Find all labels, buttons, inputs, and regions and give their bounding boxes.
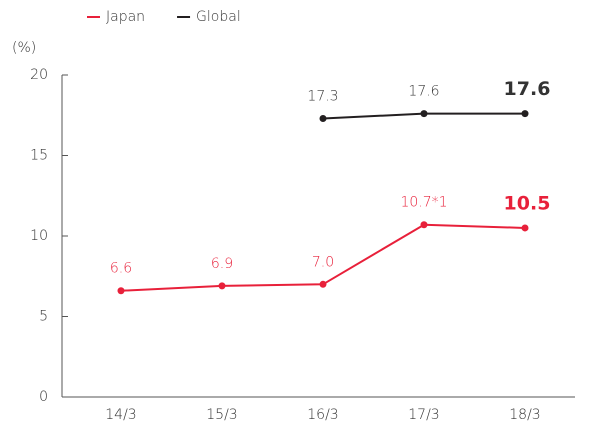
point (521, 110, 529, 118)
y-tick-label: 5 (39, 309, 48, 325)
data-label: 17.6 (408, 84, 439, 100)
point (218, 282, 226, 290)
point (117, 287, 125, 295)
data-label: 10.7*1 (400, 195, 447, 211)
x-tick-label: 15/3 (206, 407, 237, 423)
x-tick-label: 14/3 (105, 407, 136, 423)
data-label: 7.0 (312, 254, 334, 270)
point (319, 280, 327, 288)
x-tick-label: 18/3 (509, 407, 540, 423)
y-tick-label: 0 (39, 389, 48, 405)
point (420, 110, 428, 118)
point (521, 224, 529, 232)
data-label: 6.6 (110, 261, 132, 277)
x-tick-label: 16/3 (307, 407, 338, 423)
data-label: 10.5 (504, 192, 551, 214)
y-tick-label: 15 (30, 148, 48, 164)
data-label: 6.9 (211, 256, 233, 272)
point (319, 114, 327, 122)
data-label: 17.3 (307, 88, 338, 104)
legend-label: Japan (106, 9, 145, 25)
point (420, 221, 428, 229)
x-tick-label: 17/3 (408, 407, 439, 423)
data-label: 17.6 (504, 78, 551, 100)
y-tick-label: 20 (30, 67, 48, 83)
y-axis-label: (%) (12, 40, 36, 56)
legend-label: Global (196, 9, 241, 25)
y-tick-label: 10 (30, 228, 48, 244)
